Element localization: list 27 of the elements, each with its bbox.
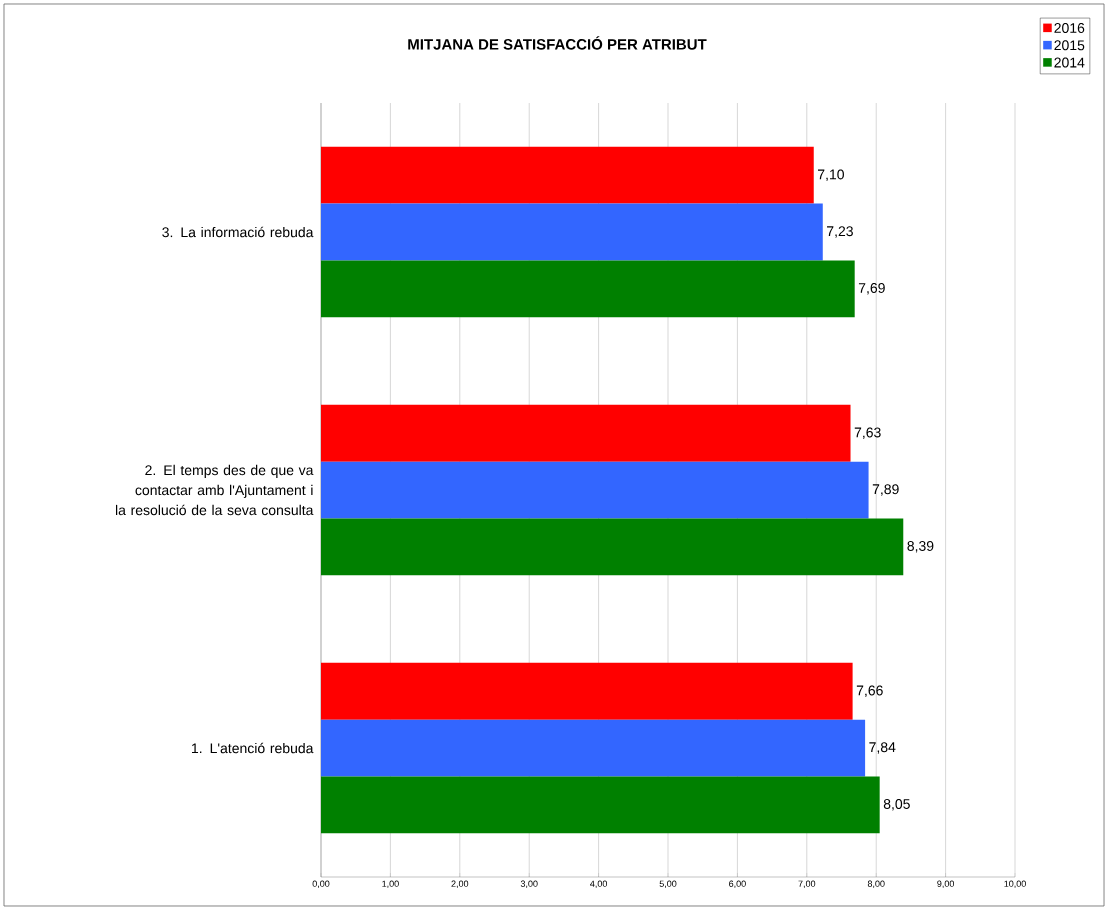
x-tick-label: 1,00 bbox=[382, 880, 399, 888]
data-label: 8,39 bbox=[907, 540, 934, 553]
x-tick-label: 5,00 bbox=[659, 880, 677, 888]
x-tick-label: 4,00 bbox=[590, 880, 608, 888]
data-label: 7,69 bbox=[858, 282, 885, 295]
data-label: 8,05 bbox=[883, 798, 910, 811]
x-tick-label: 8,00 bbox=[867, 880, 885, 888]
data-label: 7,10 bbox=[818, 169, 844, 182]
x-tick-label: 2,00 bbox=[451, 880, 469, 888]
data-label: 7,66 bbox=[856, 685, 883, 698]
legend-label: 2016 bbox=[1054, 23, 1085, 33]
data-label: 7,84 bbox=[869, 742, 896, 754]
x-tick-label: 6,00 bbox=[729, 880, 746, 888]
data-label: 7,23 bbox=[827, 226, 853, 238]
chart-title: MITJANA DE SATISFACCIÓ PER ATRIBUT bbox=[408, 36, 707, 50]
y-tick-label: 3. La informació rebuda bbox=[162, 226, 314, 238]
x-tick-label: 10,00 bbox=[1004, 880, 1026, 888]
x-tick-label: 0,00 bbox=[312, 880, 330, 888]
legend-label: 2015 bbox=[1054, 40, 1085, 51]
x-tick-label: 9,00 bbox=[937, 880, 955, 888]
x-tick-label: 3,00 bbox=[520, 880, 538, 888]
y-tick-label: 2. El temps des de que va contactar amb l'Ajuntament i la resolució de la seva consulta bbox=[115, 464, 314, 516]
x-tick-label: 7,00 bbox=[798, 880, 816, 888]
data-label: 7,63 bbox=[854, 427, 881, 440]
data-label: 7,89 bbox=[872, 484, 899, 496]
legend-label: 2014 bbox=[1054, 57, 1085, 68]
y-tick-label: 1. L'atenció rebuda bbox=[192, 742, 314, 754]
